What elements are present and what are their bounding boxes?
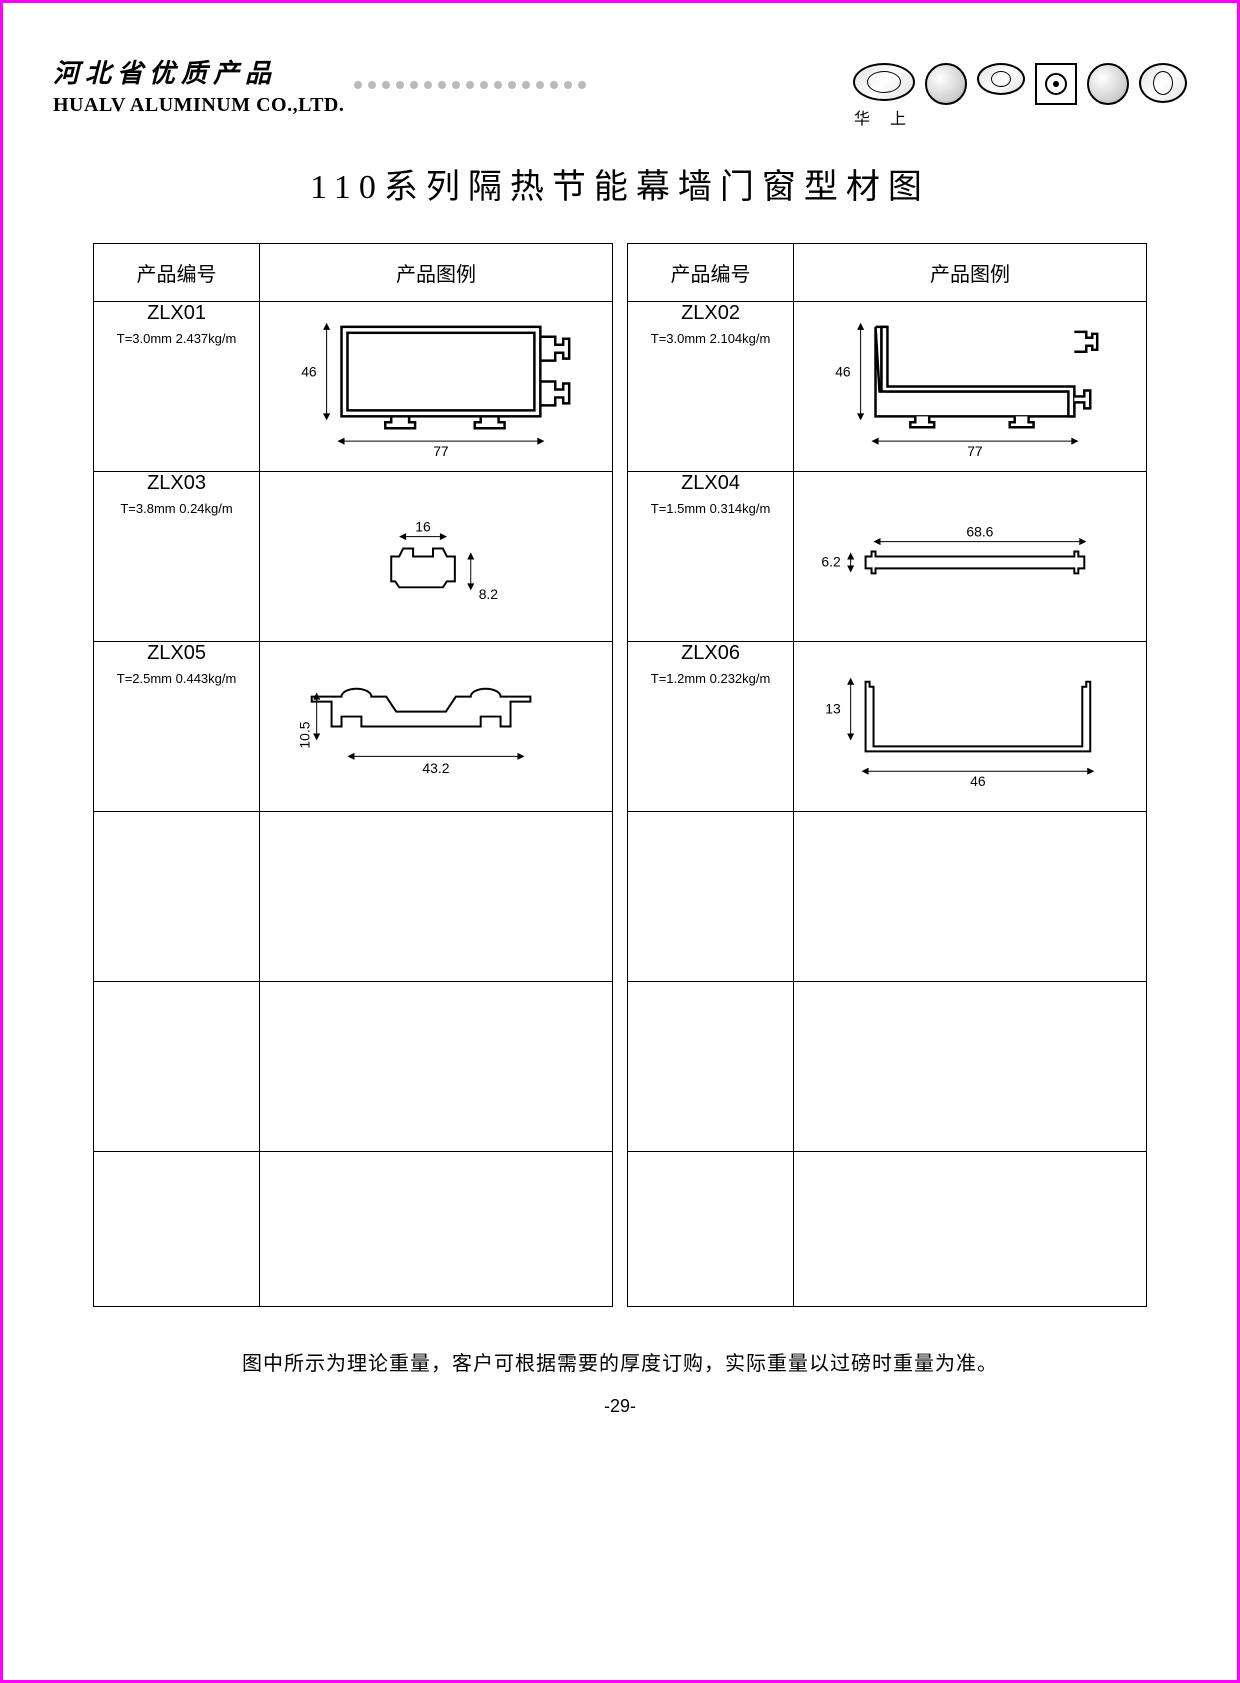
footer-note: 图中所示为理论重量，客户可根据需要的厚度订购，实际重量以过磅时重量为准。 xyxy=(53,1347,1187,1376)
dim-height: 6.2 xyxy=(821,553,841,569)
dot-icon xyxy=(466,81,474,89)
product-table-left: 产品编号 产品图例 ZLX01 T=3.0mm 2.437kg/m xyxy=(93,243,613,1307)
dim-width: 77 xyxy=(967,443,983,459)
dot-icon xyxy=(382,81,390,89)
product-spec: T=1.5mm 0.314kg/m xyxy=(628,501,793,516)
dot-icon xyxy=(508,81,516,89)
product-code: ZLX01 xyxy=(94,302,259,325)
dim-height: 46 xyxy=(301,364,317,380)
table-row-empty xyxy=(94,1152,613,1307)
header-image: 产品图例 xyxy=(794,244,1147,302)
table-row: ZLX03 T=3.8mm 0.24kg/m 16 8.2 xyxy=(94,472,613,642)
cert-logo-4-icon xyxy=(1087,63,1129,105)
diagram-zlx04: 6.2 68.6 xyxy=(794,472,1146,641)
product-code: ZLX04 xyxy=(628,472,793,495)
page-number: -29- xyxy=(53,1396,1187,1417)
logo-main: 华 上 xyxy=(853,63,915,129)
dot-icon xyxy=(438,81,446,89)
product-id-cell: ZLX03 T=3.8mm 0.24kg/m xyxy=(94,472,260,642)
product-code: ZLX03 xyxy=(94,472,259,495)
diagram-zlx03: 16 8.2 xyxy=(260,472,612,641)
table-row-empty xyxy=(94,812,613,982)
product-id-cell: ZLX02 T=3.0mm 2.104kg/m xyxy=(628,302,794,472)
diagram-zlx06: 13 46 xyxy=(794,642,1146,811)
product-diagram-cell: 16 8.2 xyxy=(260,472,613,642)
cert-logo-1-icon xyxy=(925,63,967,105)
product-id-cell: ZLX01 T=3.0mm 2.437kg/m xyxy=(94,302,260,472)
logo-caption: 华 上 xyxy=(853,105,915,129)
dot-icon xyxy=(480,81,488,89)
cert-logo-5-icon xyxy=(1139,63,1187,103)
dot-icon xyxy=(354,81,362,89)
table-row-empty xyxy=(628,1152,1147,1307)
product-spec: T=3.0mm 2.104kg/m xyxy=(628,331,793,346)
dim-width: 77 xyxy=(433,443,449,459)
dot-icon xyxy=(368,81,376,89)
dim-width: 43.2 xyxy=(423,760,450,776)
table-row: ZLX06 T=1.2mm 0.232kg/m 13 46 xyxy=(628,642,1147,812)
header-image: 产品图例 xyxy=(260,244,613,302)
product-diagram-cell: 6.2 68.6 xyxy=(794,472,1147,642)
product-spec: T=2.5mm 0.443kg/m xyxy=(94,671,259,686)
dim-height: 8.2 xyxy=(479,586,499,602)
diagram-zlx02: 46 77 xyxy=(794,302,1146,471)
dot-icon xyxy=(564,81,572,89)
cert-logo-2-icon xyxy=(977,63,1025,95)
header-dots xyxy=(344,53,853,89)
header-title-cn: 河北省优质产品 xyxy=(53,53,344,90)
diagram-zlx01: 46 77 xyxy=(260,302,612,471)
dim-width: 16 xyxy=(415,519,431,535)
dim-height: 46 xyxy=(835,364,851,380)
table-header-row: 产品编号 产品图例 xyxy=(94,244,613,302)
product-spec: T=3.8mm 0.24kg/m xyxy=(94,501,259,516)
dim-height: 13 xyxy=(825,701,841,717)
product-id-cell: ZLX06 T=1.2mm 0.232kg/m xyxy=(628,642,794,812)
product-spec: T=3.0mm 2.437kg/m xyxy=(94,331,259,346)
table-row: ZLX05 T=2.5mm 0.443kg/m 10.5 43.2 xyxy=(94,642,613,812)
cert-logo-3-icon xyxy=(1035,63,1077,105)
product-diagram-cell: 10.5 43.2 xyxy=(260,642,613,812)
header-id: 产品编号 xyxy=(94,244,260,302)
tables-container: 产品编号 产品图例 ZLX01 T=3.0mm 2.437kg/m xyxy=(53,243,1187,1307)
product-diagram-cell: 46 77 xyxy=(794,302,1147,472)
dim-height: 10.5 xyxy=(297,721,313,748)
logo-oval-icon xyxy=(853,63,915,101)
header-logos: 华 上 xyxy=(853,53,1187,129)
dot-icon xyxy=(536,81,544,89)
dot-icon xyxy=(522,81,530,89)
page-title: 110系列隔热节能幕墙门窗型材图 xyxy=(53,159,1187,208)
page-header: 河北省优质产品 HUALV ALUMINUM CO.,LTD. 华 上 xyxy=(53,53,1187,129)
table-row: ZLX04 T=1.5mm 0.314kg/m 6.2 68.6 xyxy=(628,472,1147,642)
product-diagram-cell: 46 77 xyxy=(260,302,613,472)
table-row-empty xyxy=(628,812,1147,982)
product-code: ZLX06 xyxy=(628,642,793,665)
dot-icon xyxy=(410,81,418,89)
product-spec: T=1.2mm 0.232kg/m xyxy=(628,671,793,686)
dot-icon xyxy=(452,81,460,89)
table-row-empty xyxy=(628,982,1147,1152)
header-left: 河北省优质产品 HUALV ALUMINUM CO.,LTD. xyxy=(53,53,344,117)
diagram-zlx05: 10.5 43.2 xyxy=(260,642,612,811)
product-id-cell: ZLX05 T=2.5mm 0.443kg/m xyxy=(94,642,260,812)
dim-width: 68.6 xyxy=(966,524,993,540)
header-id: 产品编号 xyxy=(628,244,794,302)
header-title-en: HUALV ALUMINUM CO.,LTD. xyxy=(53,94,344,117)
dot-icon xyxy=(578,81,586,89)
product-table-right: 产品编号 产品图例 ZLX02 T=3.0mm 2.104kg/m xyxy=(627,243,1147,1307)
product-code: ZLX05 xyxy=(94,642,259,665)
product-code: ZLX02 xyxy=(628,302,793,325)
table-row: ZLX02 T=3.0mm 2.104kg/m xyxy=(628,302,1147,472)
product-id-cell: ZLX04 T=1.5mm 0.314kg/m xyxy=(628,472,794,642)
product-diagram-cell: 13 46 xyxy=(794,642,1147,812)
table-row: ZLX01 T=3.0mm 2.437kg/m xyxy=(94,302,613,472)
dot-icon xyxy=(424,81,432,89)
table-header-row: 产品编号 产品图例 xyxy=(628,244,1147,302)
dot-icon xyxy=(396,81,404,89)
dot-icon xyxy=(494,81,502,89)
table-row-empty xyxy=(94,982,613,1152)
dim-width: 46 xyxy=(970,773,986,789)
dot-icon xyxy=(550,81,558,89)
